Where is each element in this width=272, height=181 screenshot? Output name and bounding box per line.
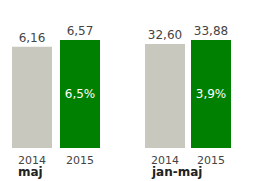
svg-text:6,57: 6,57 bbox=[67, 24, 94, 38]
html-text:maj: maj bbox=[18, 165, 43, 179]
svg-text:2014: 2014 bbox=[18, 154, 46, 167]
svg-text:2015: 2015 bbox=[66, 154, 94, 167]
svg-text:33,88: 33,88 bbox=[194, 24, 228, 38]
svg-text:6,5%: 6,5% bbox=[65, 87, 96, 101]
svg-text:6,16: 6,16 bbox=[19, 31, 46, 45]
svg-text:2014: 2014 bbox=[151, 154, 179, 167]
svg-text:3,9%: 3,9% bbox=[196, 87, 227, 101]
svg-text:2015: 2015 bbox=[197, 154, 225, 167]
svg-text:32,60: 32,60 bbox=[148, 28, 182, 42]
html-text:jan-maj: jan-maj bbox=[152, 165, 203, 179]
